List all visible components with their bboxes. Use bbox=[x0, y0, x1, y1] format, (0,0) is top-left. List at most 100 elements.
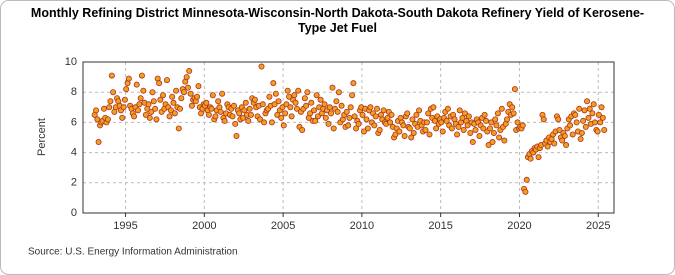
point bbox=[589, 110, 596, 117]
point bbox=[599, 114, 606, 121]
point bbox=[153, 116, 160, 123]
point bbox=[304, 89, 311, 96]
point bbox=[406, 125, 413, 132]
point bbox=[595, 111, 602, 118]
point bbox=[145, 101, 152, 108]
point bbox=[94, 116, 101, 123]
plot-area bbox=[82, 61, 615, 214]
point bbox=[456, 107, 463, 114]
x-tick-label: 2005 bbox=[271, 220, 295, 232]
point bbox=[523, 176, 530, 183]
point bbox=[426, 131, 433, 138]
point bbox=[581, 107, 588, 114]
point bbox=[371, 122, 378, 129]
point bbox=[349, 92, 356, 99]
point bbox=[443, 117, 450, 124]
point bbox=[459, 114, 466, 121]
point bbox=[582, 123, 589, 130]
point bbox=[577, 136, 584, 143]
point bbox=[384, 114, 391, 121]
point bbox=[148, 108, 155, 115]
point bbox=[480, 125, 487, 132]
y-tick-label: 2 bbox=[71, 177, 77, 189]
point bbox=[514, 119, 521, 126]
point bbox=[310, 107, 317, 114]
point bbox=[266, 93, 273, 100]
point bbox=[258, 63, 265, 70]
point bbox=[160, 92, 167, 99]
point bbox=[455, 123, 462, 130]
x-tick-label: 2015 bbox=[428, 220, 452, 232]
y-tick-label: 10 bbox=[65, 56, 77, 68]
point bbox=[95, 139, 102, 146]
point bbox=[241, 107, 248, 114]
point bbox=[134, 107, 141, 114]
y-tick-label: 0 bbox=[71, 207, 77, 219]
point bbox=[590, 101, 597, 108]
point bbox=[439, 128, 446, 135]
point bbox=[485, 142, 492, 149]
point bbox=[597, 119, 604, 126]
point bbox=[268, 119, 275, 126]
point bbox=[275, 98, 282, 105]
point bbox=[229, 113, 236, 120]
point bbox=[131, 113, 138, 120]
point bbox=[212, 113, 219, 120]
point bbox=[469, 139, 476, 146]
point bbox=[578, 129, 585, 136]
point bbox=[242, 99, 249, 106]
point bbox=[93, 107, 100, 114]
point bbox=[498, 105, 505, 112]
point bbox=[287, 104, 294, 111]
point bbox=[247, 111, 254, 118]
point bbox=[364, 125, 371, 132]
point bbox=[295, 87, 302, 94]
point bbox=[392, 131, 399, 138]
point bbox=[401, 132, 408, 139]
point bbox=[540, 116, 547, 123]
x-tick-label: 2010 bbox=[350, 220, 374, 232]
point bbox=[274, 111, 281, 118]
point bbox=[104, 116, 111, 123]
point bbox=[465, 113, 472, 120]
point bbox=[259, 101, 266, 108]
point bbox=[438, 119, 445, 126]
point bbox=[322, 114, 329, 121]
point bbox=[488, 119, 495, 126]
point bbox=[245, 117, 252, 124]
point bbox=[152, 105, 159, 112]
point bbox=[410, 129, 417, 136]
x-tick-label: 2020 bbox=[507, 220, 531, 232]
point bbox=[333, 98, 340, 105]
point bbox=[100, 105, 107, 112]
y-tick-label: 8 bbox=[71, 86, 77, 98]
point bbox=[233, 132, 240, 139]
point bbox=[374, 105, 381, 112]
point bbox=[580, 117, 587, 124]
point bbox=[569, 131, 576, 138]
point bbox=[125, 75, 132, 82]
point bbox=[584, 98, 591, 105]
chart-title: Monthly Refining District Minnesota-Wisc… bbox=[30, 6, 645, 35]
point bbox=[279, 104, 286, 111]
point bbox=[246, 105, 253, 112]
point bbox=[380, 107, 387, 114]
point bbox=[230, 102, 237, 109]
point bbox=[181, 89, 188, 96]
point bbox=[444, 105, 451, 112]
point bbox=[490, 129, 497, 136]
point bbox=[522, 188, 529, 195]
point bbox=[433, 125, 440, 132]
point bbox=[137, 95, 144, 102]
point bbox=[178, 95, 185, 102]
point bbox=[325, 120, 332, 127]
point bbox=[313, 92, 320, 99]
point bbox=[203, 99, 210, 106]
point bbox=[353, 125, 360, 132]
point bbox=[413, 111, 420, 118]
point bbox=[504, 116, 511, 123]
point bbox=[544, 143, 551, 150]
source: Source: U.S. Energy Information Administ… bbox=[28, 247, 238, 258]
x-tick-label: 2025 bbox=[586, 220, 610, 232]
point bbox=[140, 87, 147, 94]
